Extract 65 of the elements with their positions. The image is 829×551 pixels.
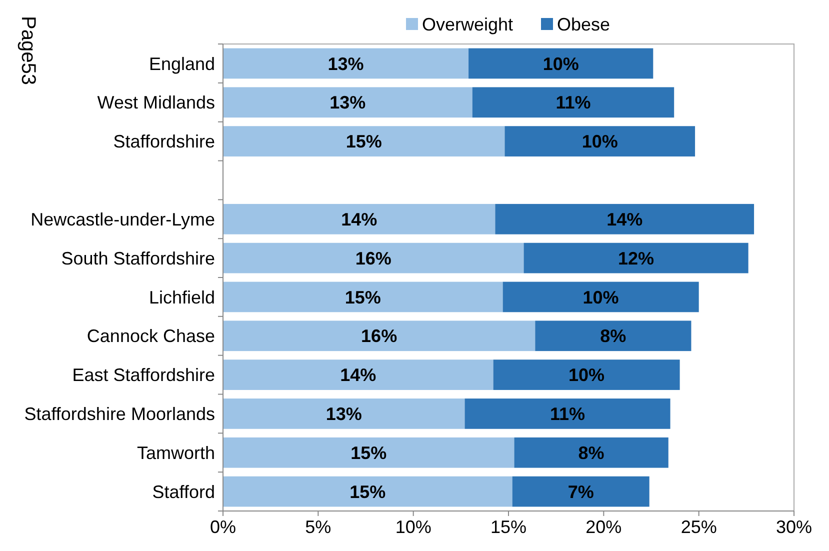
bar — [223, 242, 524, 274]
data-label: 13% — [328, 54, 364, 74]
bar — [472, 87, 674, 118]
data-label: 11% — [550, 404, 586, 424]
data-label: 14% — [606, 209, 643, 230]
y-tick-label: Cannock Chase — [86, 326, 215, 346]
bar — [524, 242, 748, 274]
bar — [223, 282, 503, 312]
data-label: 7% — [568, 482, 594, 502]
y-tick-label: East Staffordshire — [72, 365, 215, 386]
data-label: 11% — [556, 92, 591, 113]
data-label: 15% — [346, 132, 382, 152]
data-label: 14% — [340, 365, 376, 386]
y-tick-label: Lichfield — [148, 287, 215, 308]
data-label: 10% — [582, 287, 619, 308]
bar — [223, 48, 469, 79]
bar — [223, 437, 514, 468]
data-label: 8% — [578, 442, 604, 463]
y-tick-label: Staffordshire Moorlands — [24, 404, 215, 424]
y-tick-label: Staffordshire — [113, 132, 215, 152]
data-label: 13% — [330, 92, 366, 113]
data-label: 8% — [600, 326, 626, 346]
legend-label: Obese — [557, 14, 610, 34]
x-tick-label: 25% — [680, 517, 717, 537]
data-label: 10% — [582, 132, 618, 152]
bar — [223, 476, 512, 507]
bar — [535, 320, 692, 352]
data-label: 16% — [355, 248, 392, 268]
bar — [512, 476, 650, 507]
data-label: 15% — [344, 287, 381, 308]
bar — [504, 126, 696, 156]
bar — [223, 360, 494, 390]
x-tick-label: 30% — [776, 517, 812, 537]
bar — [514, 437, 668, 468]
bar — [223, 204, 496, 234]
data-label: 12% — [618, 248, 654, 268]
bar — [502, 282, 699, 312]
x-tick-label: 20% — [586, 517, 622, 537]
data-label: 15% — [350, 442, 387, 463]
data-label: 10% — [542, 54, 579, 74]
bar — [223, 126, 505, 156]
bar — [493, 360, 680, 390]
bar — [223, 320, 536, 352]
y-tick-label: West Midlands — [97, 92, 215, 113]
data-label: 10% — [568, 365, 605, 386]
y-tick-label: Stafford — [152, 482, 215, 502]
data-label: 15% — [350, 482, 386, 502]
legend-label: Overweight — [422, 14, 514, 34]
bar — [495, 204, 754, 234]
data-label: 14% — [341, 209, 378, 230]
data-label: 16% — [361, 326, 398, 346]
x-tick-label: 15% — [490, 517, 527, 537]
y-tick-label: South Staffordshire — [61, 248, 215, 268]
text: Page53 — [17, 16, 39, 85]
y-tick-label: Tamworth — [136, 442, 215, 463]
x-tick-label: 10% — [395, 517, 432, 537]
y-tick-label: Newcastle-under-Lyme — [30, 209, 215, 230]
bar — [464, 398, 670, 429]
bar — [468, 48, 654, 79]
bar — [223, 398, 465, 429]
y-tick-label: England — [148, 54, 215, 74]
x-tick-label: 5% — [305, 517, 332, 537]
bar — [223, 87, 472, 118]
data-label: 13% — [326, 404, 362, 424]
x-tick-label: 0% — [210, 517, 236, 537]
